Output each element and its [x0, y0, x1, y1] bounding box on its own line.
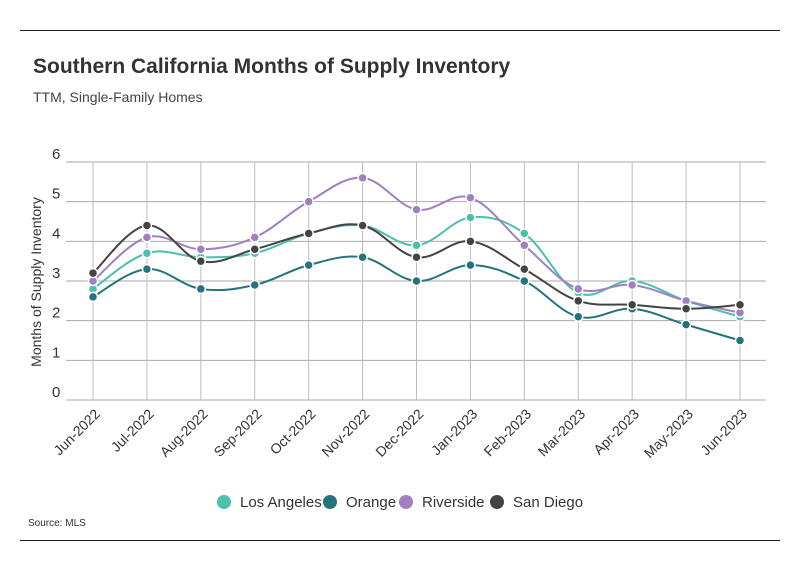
data-point-san-diego: [680, 303, 692, 315]
y-tick-label: 5: [52, 186, 60, 203]
data-point-orange: [87, 291, 99, 303]
data-point-los-angeles: [411, 240, 422, 251]
x-tick-label: Jan-2023: [428, 405, 481, 458]
data-point-san-diego: [573, 295, 584, 307]
series-riverside: [87, 172, 746, 318]
x-tick-label: Oct-2022: [267, 405, 319, 457]
y-tick-label: 1: [52, 344, 60, 361]
y-tick-label: 2: [52, 305, 60, 322]
data-point-riverside: [303, 196, 314, 207]
x-axis-ticks: Jun-2022 Jul-2022 Aug-2022 Sep-2022 Oct-2022…: [50, 405, 750, 460]
legend-label-san-diego: San Diego: [513, 494, 583, 511]
x-tick-label: Jul-2022: [108, 405, 157, 454]
data-point-riverside: [573, 283, 584, 295]
legend: Los Angeles Orange Riverside San Diego: [217, 494, 583, 511]
data-point-riverside: [141, 232, 153, 243]
data-point-orange: [680, 319, 692, 330]
source-note: Source: MLS: [28, 518, 86, 529]
y-axis-ticks: 0 1 2 3 4 5 6: [52, 146, 60, 401]
legend-swatch-san-diego: [490, 495, 504, 509]
legend-label-riverside: Riverside: [422, 494, 485, 511]
data-point-orange: [573, 311, 584, 322]
data-point-orange: [411, 275, 422, 287]
data-point-san-diego: [734, 299, 746, 311]
series-san-diego: [87, 220, 746, 315]
legend-swatch-orange: [323, 495, 337, 509]
x-tick-label: Aug-2022: [157, 405, 211, 459]
data-point-riverside: [626, 279, 638, 291]
data-point-riverside: [357, 172, 368, 184]
data-point-san-diego: [357, 220, 368, 231]
x-tick-label: Dec-2022: [372, 405, 426, 459]
y-tick-label: 3: [52, 265, 60, 282]
data-point-orange: [519, 275, 530, 287]
top-rule: [20, 30, 780, 31]
data-point-riverside: [195, 244, 207, 255]
series-lines: [87, 172, 746, 346]
y-tick-label: 0: [52, 384, 60, 401]
x-tick-label: Jun-2022: [50, 405, 103, 458]
x-tick-label: Apr-2023: [590, 405, 642, 457]
y-tick-label: 6: [52, 146, 60, 163]
chart-subtitle: TTM, Single-Family Homes: [33, 89, 203, 105]
y-tick-label: 4: [52, 225, 60, 242]
data-point-riverside: [519, 240, 530, 251]
data-point-los-angeles: [465, 212, 476, 223]
x-tick-label: Jun-2023: [697, 405, 750, 458]
data-point-orange: [249, 279, 260, 291]
data-point-orange: [465, 259, 476, 271]
data-point-san-diego: [411, 251, 422, 263]
data-point-riverside: [411, 204, 422, 215]
data-point-orange: [195, 283, 207, 295]
data-point-orange: [357, 251, 368, 263]
x-tick-label: Feb-2023: [481, 405, 535, 459]
x-tick-label: Mar-2023: [535, 405, 589, 459]
data-point-san-diego: [87, 267, 99, 279]
bottom-rule: [20, 540, 780, 541]
data-point-riverside: [465, 192, 476, 203]
chart-title: Southern California Months of Supply Inv…: [33, 55, 511, 78]
data-point-san-diego: [519, 263, 530, 275]
data-point-los-angeles: [519, 228, 530, 239]
data-point-san-diego: [465, 236, 476, 247]
x-tick-label: Nov-2022: [318, 405, 372, 459]
data-point-san-diego: [249, 244, 260, 255]
data-point-san-diego: [141, 220, 153, 231]
data-point-orange: [303, 259, 314, 271]
x-tick-label: Sep-2022: [210, 405, 264, 459]
data-point-los-angeles: [141, 247, 153, 259]
data-point-san-diego: [626, 299, 638, 311]
data-point-san-diego: [195, 255, 207, 267]
legend-swatch-los-angeles: [217, 495, 231, 509]
x-tick-label: May-2023: [641, 405, 696, 460]
data-point-san-diego: [303, 228, 314, 239]
legend-label-los-angeles: Los Angeles: [240, 494, 322, 511]
legend-swatch-riverside: [399, 495, 413, 509]
data-point-orange: [141, 263, 153, 275]
y-axis-label: Months of Supply Inventory: [28, 197, 44, 367]
data-point-orange: [734, 335, 746, 346]
data-point-riverside: [249, 232, 260, 243]
legend-label-orange: Orange: [346, 494, 396, 511]
